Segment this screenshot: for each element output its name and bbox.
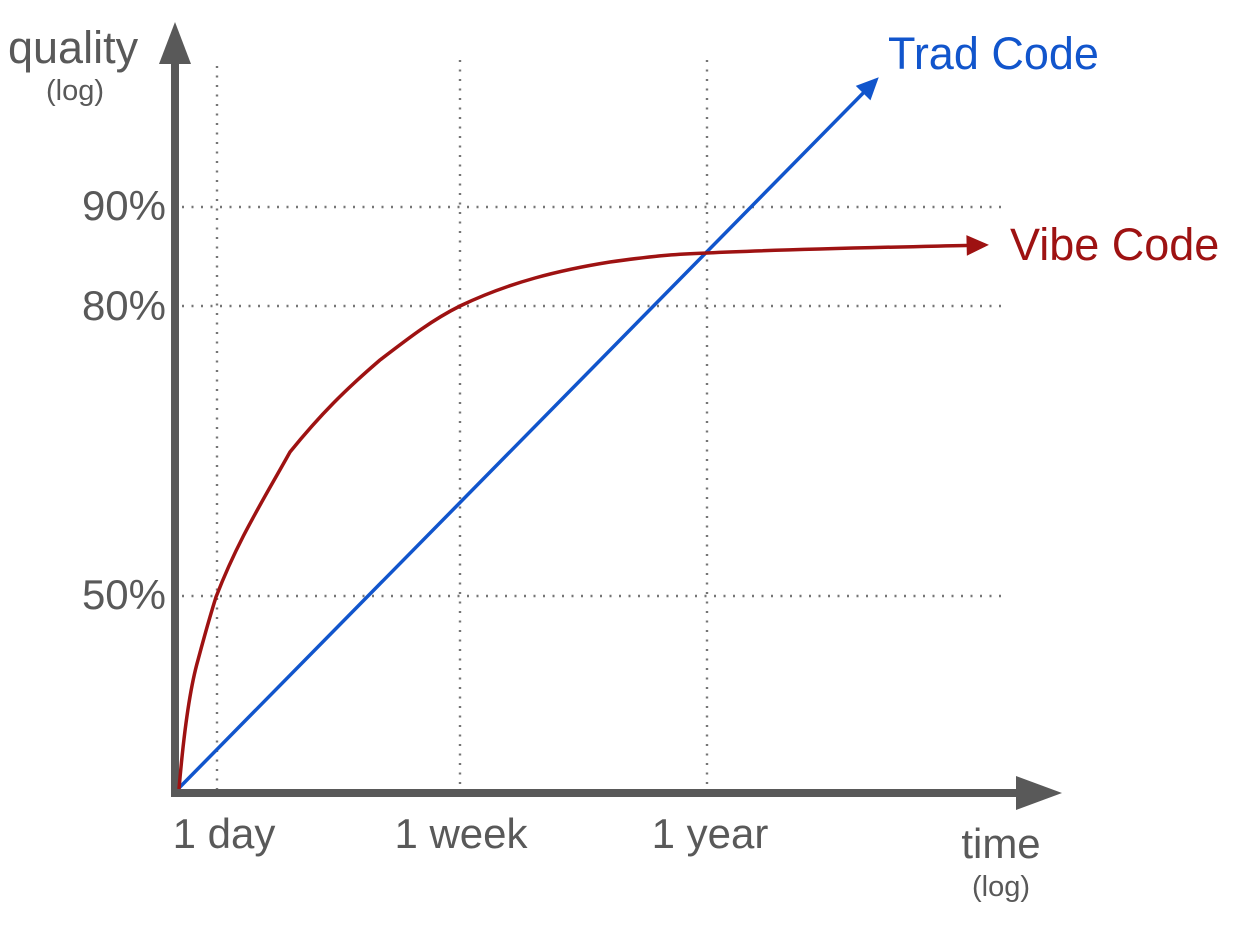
y-axis-title: quality	[8, 22, 139, 73]
x-axis-arrow-icon	[1016, 776, 1062, 810]
x-tick-1-week: 1 week	[394, 810, 528, 857]
y-tick-50pct: 50%	[81, 571, 166, 618]
x-tick-1-day: 1 day	[172, 810, 276, 857]
y-tick-80pct: 80%	[81, 282, 166, 329]
x-axis-scale-note: (log)	[971, 871, 1030, 903]
y-tick-90pct: 90%	[81, 182, 166, 229]
axes	[159, 22, 1062, 810]
vibe-code-series-label: Vibe Code	[1010, 219, 1220, 270]
gridlines	[182, 60, 1008, 790]
x-tick-1-year: 1 year	[651, 810, 769, 857]
y-axis-scale-note: (log)	[46, 75, 105, 107]
y-axis-arrow-icon	[159, 22, 191, 64]
x-axis-title: time	[961, 820, 1041, 867]
vibe-code-curve	[177, 235, 989, 790]
trad-code-line	[177, 77, 879, 790]
trad-code-series-label: Trad Code	[888, 28, 1099, 79]
